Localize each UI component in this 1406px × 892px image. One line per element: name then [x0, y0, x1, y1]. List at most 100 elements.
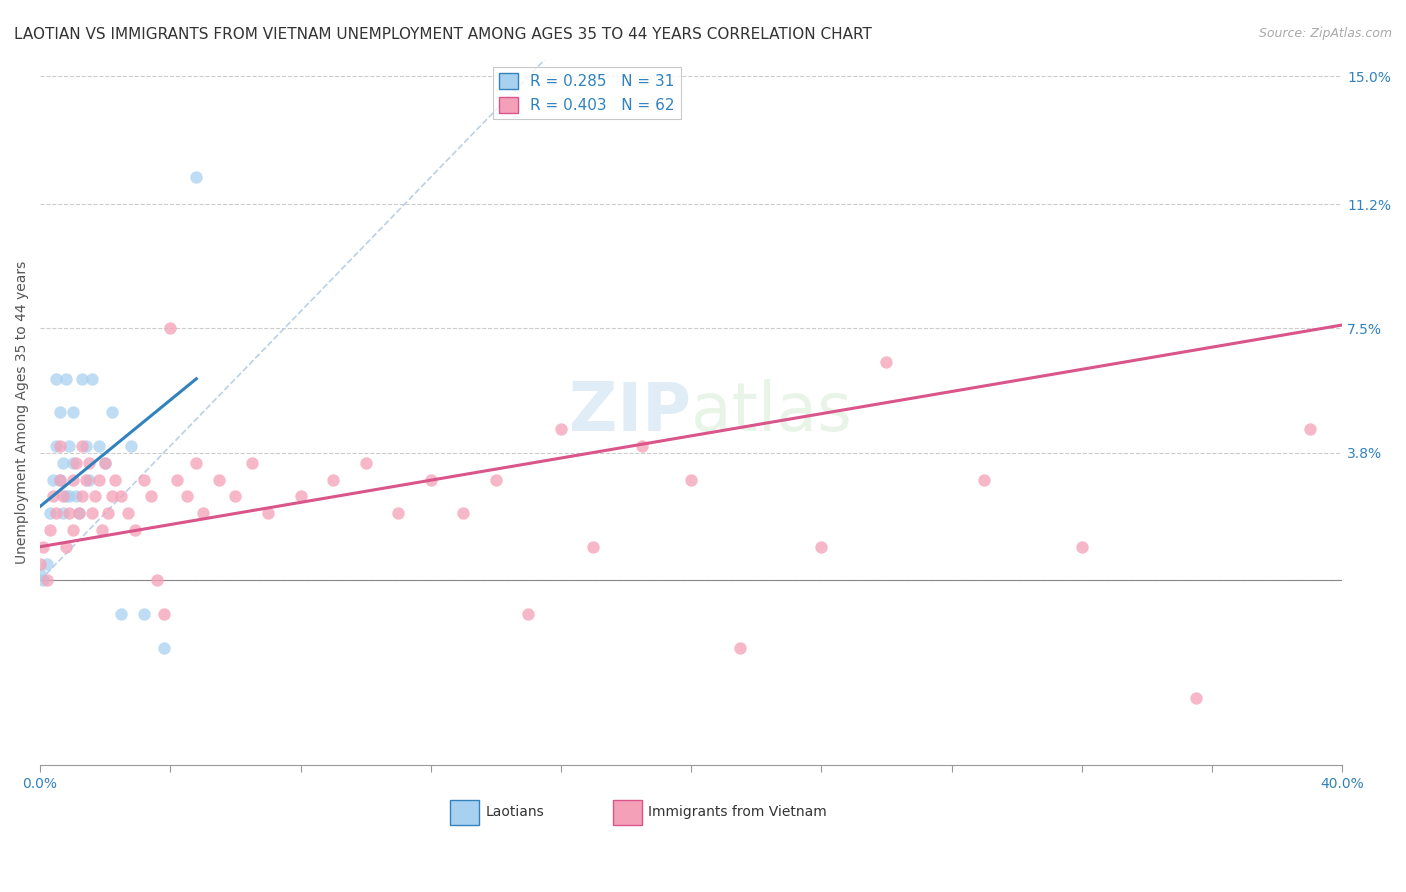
Point — [30, 557, 52, 571]
Point — [62, 405, 84, 419]
Point — [45, 372, 67, 386]
FancyBboxPatch shape — [613, 800, 641, 825]
Point — [58, 489, 80, 503]
Point — [631, 439, 654, 453]
Point — [75, 473, 97, 487]
Point — [87, 439, 110, 453]
Point — [48, 473, 70, 487]
Point — [52, 506, 75, 520]
Point — [810, 540, 832, 554]
Point — [681, 473, 703, 487]
FancyBboxPatch shape — [450, 800, 479, 825]
Point — [419, 473, 441, 487]
Point — [72, 439, 94, 453]
Point — [82, 506, 104, 520]
Point — [322, 473, 344, 487]
Point — [517, 607, 540, 621]
Point — [58, 506, 80, 520]
Point — [94, 456, 117, 470]
Point — [134, 473, 156, 487]
Point — [52, 489, 75, 503]
Point — [166, 473, 188, 487]
Point — [42, 489, 65, 503]
Point — [208, 473, 231, 487]
Point — [124, 523, 146, 537]
Point — [65, 489, 87, 503]
Point — [38, 506, 60, 520]
Point — [134, 607, 156, 621]
Point — [117, 506, 139, 520]
Point — [82, 372, 104, 386]
Point — [146, 574, 169, 588]
Point — [87, 473, 110, 487]
Point — [257, 506, 280, 520]
Point — [110, 489, 132, 503]
Point — [30, 566, 52, 581]
Point — [77, 456, 100, 470]
Point — [224, 489, 246, 503]
Point — [35, 574, 58, 588]
Point — [240, 456, 263, 470]
Point — [104, 473, 127, 487]
Point — [1184, 690, 1206, 705]
Point — [1298, 422, 1320, 436]
Point — [32, 574, 55, 588]
Point — [38, 523, 60, 537]
Point — [387, 506, 409, 520]
Point — [77, 473, 100, 487]
Text: ZIP: ZIP — [569, 379, 692, 445]
Point — [582, 540, 605, 554]
Point — [875, 355, 897, 369]
Text: Immigrants from Vietnam: Immigrants from Vietnam — [648, 805, 827, 820]
Point — [153, 607, 176, 621]
Point — [1070, 540, 1092, 554]
Legend: R = 0.285   N = 31, R = 0.403   N = 62: R = 0.285 N = 31, R = 0.403 N = 62 — [494, 67, 681, 119]
Point — [48, 473, 70, 487]
Point — [72, 372, 94, 386]
Point — [186, 456, 208, 470]
Point — [67, 506, 90, 520]
Text: atlas: atlas — [692, 379, 852, 445]
Point — [451, 506, 474, 520]
Point — [550, 422, 572, 436]
Text: Laotians: Laotians — [485, 805, 544, 820]
Point — [58, 439, 80, 453]
Point — [728, 640, 751, 655]
Point — [973, 473, 995, 487]
Point — [72, 489, 94, 503]
Point — [45, 439, 67, 453]
Point — [94, 456, 117, 470]
Point — [139, 489, 162, 503]
Point — [153, 640, 176, 655]
Point — [67, 506, 90, 520]
Point — [55, 540, 77, 554]
Point — [35, 557, 58, 571]
Point — [62, 523, 84, 537]
Point — [485, 473, 508, 487]
Point — [159, 321, 181, 335]
Point — [176, 489, 198, 503]
Point — [120, 439, 142, 453]
Point — [48, 439, 70, 453]
Text: LAOTIAN VS IMMIGRANTS FROM VIETNAM UNEMPLOYMENT AMONG AGES 35 TO 44 YEARS CORREL: LAOTIAN VS IMMIGRANTS FROM VIETNAM UNEMP… — [14, 27, 872, 42]
Point — [290, 489, 312, 503]
Point — [100, 405, 122, 419]
Point — [32, 540, 55, 554]
Point — [91, 523, 114, 537]
Point — [354, 456, 377, 470]
Point — [84, 489, 107, 503]
Point — [65, 456, 87, 470]
Point — [62, 473, 84, 487]
Point — [42, 473, 65, 487]
Point — [75, 439, 97, 453]
Point — [97, 506, 120, 520]
Y-axis label: Unemployment Among Ages 35 to 44 years: Unemployment Among Ages 35 to 44 years — [15, 260, 30, 564]
Point — [100, 489, 122, 503]
Point — [52, 456, 75, 470]
Point — [186, 170, 208, 185]
Point — [55, 489, 77, 503]
Point — [110, 607, 132, 621]
Point — [45, 506, 67, 520]
Point — [48, 405, 70, 419]
Point — [62, 456, 84, 470]
